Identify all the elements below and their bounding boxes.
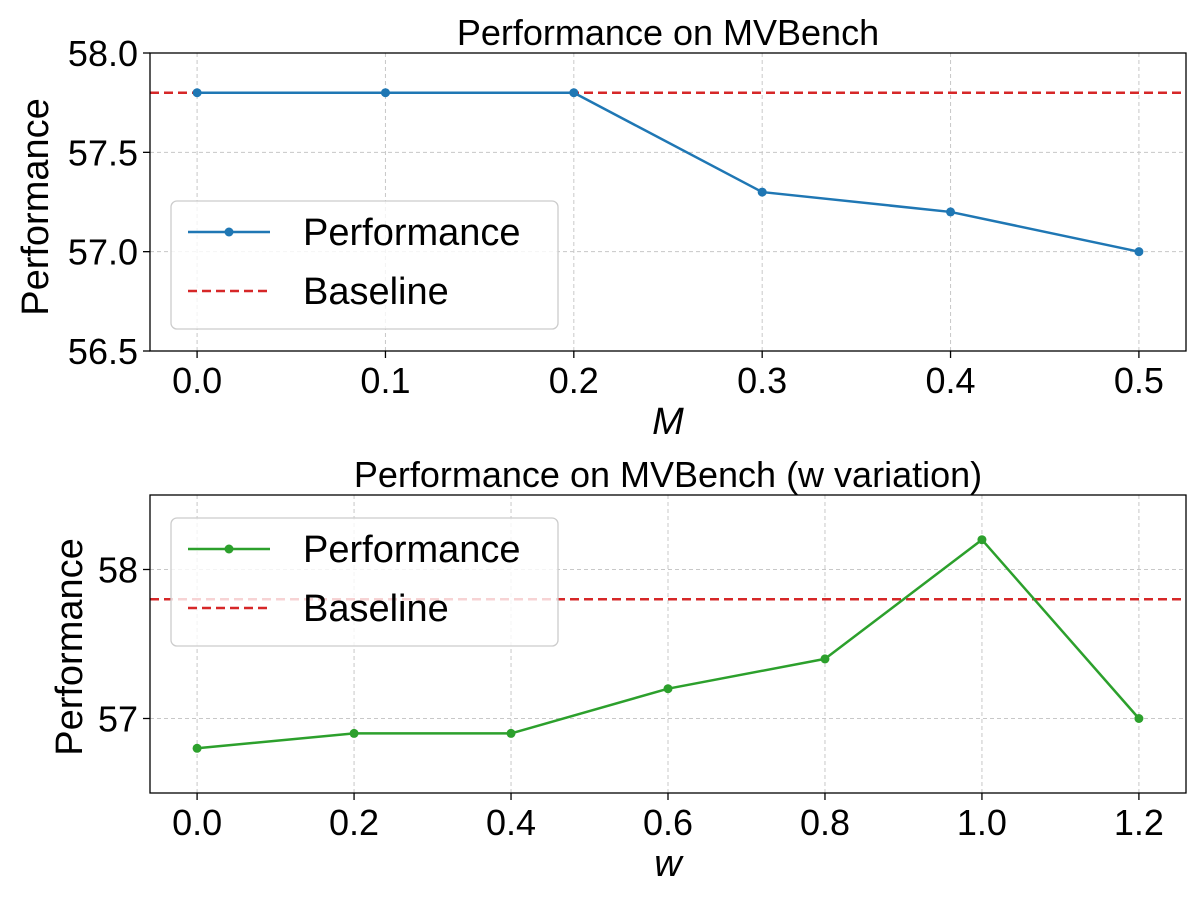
chart-w-variation: 0.0 0.2 0.4 0.6 0.8 1.0 1.2 57 58 Performance on… <box>49 454 1187 885</box>
legend-marker-performance <box>224 544 234 554</box>
y-axis-label: Performance <box>15 98 57 316</box>
x-tick-label: 1.0 <box>957 802 1007 843</box>
x-tick-label: 0.2 <box>329 802 379 843</box>
legend-label-baseline: Baseline <box>303 271 449 313</box>
y-tick-label: 57.5 <box>68 132 138 173</box>
x-tick-label: 0.1 <box>360 360 410 401</box>
data-point <box>757 187 767 197</box>
legend-label-performance: Performance <box>303 212 521 254</box>
x-tick-label: 0.3 <box>737 360 787 401</box>
data-point <box>946 207 956 217</box>
data-point <box>506 728 516 738</box>
series-line-performance <box>197 91 1140 253</box>
plot-frame <box>149 52 1187 352</box>
x-axis-label: w <box>654 843 684 885</box>
tick-layer: 0.0 0.1 0.2 0.3 0.4 0.5 56.5 57.0 57.5 58.0 <box>68 33 1164 401</box>
y-tick-label: 56.5 <box>68 331 138 372</box>
data-point <box>192 743 202 753</box>
legend-label-baseline: Baseline <box>303 588 449 630</box>
y-tick-label: 57.0 <box>68 232 138 273</box>
data-point <box>977 535 987 545</box>
x-tick-label: 0.8 <box>800 802 850 843</box>
x-tick-label: 0.0 <box>172 360 222 401</box>
legend-label-performance: Performance <box>303 529 521 571</box>
x-tick-label: 0.6 <box>643 802 693 843</box>
data-point <box>1134 714 1144 723</box>
tick-layer: 0.0 0.2 0.4 0.6 0.8 1.0 1.2 57 58 <box>98 550 1164 844</box>
chart-title: Performance on MVBench <box>457 12 879 53</box>
x-tick-label: 0.0 <box>172 802 222 843</box>
data-point <box>1134 247 1144 257</box>
x-axis-label: M <box>652 401 684 443</box>
y-tick-label: 58 <box>98 550 138 591</box>
y-axis-label: Performance <box>49 538 91 756</box>
legend: Performance Baseline <box>170 200 559 330</box>
y-tick-label: 57 <box>98 699 138 740</box>
data-point <box>380 88 390 98</box>
x-tick-label: 0.5 <box>1114 360 1164 401</box>
x-tick-label: 0.4 <box>486 802 536 843</box>
x-tick-label: 1.2 <box>1114 802 1164 843</box>
data-point <box>349 728 359 738</box>
series-layer <box>192 535 1144 753</box>
legend-marker-performance <box>224 227 234 237</box>
data-point <box>569 88 579 98</box>
series-layer <box>192 88 1144 257</box>
chart-m-variation: 0.0 0.1 0.2 0.3 0.4 0.5 56.5 57.0 57.5 58.0 Perfo… <box>15 12 1187 443</box>
data-point <box>663 684 673 694</box>
y-tick-label: 58.0 <box>68 33 138 74</box>
chart-title: Performance on MVBench (w variation) <box>354 454 982 495</box>
data-point <box>820 654 830 664</box>
legend: Performance Baseline <box>170 517 559 647</box>
data-point <box>192 88 202 98</box>
x-tick-label: 0.4 <box>926 360 976 401</box>
x-tick-label: 0.2 <box>549 360 599 401</box>
